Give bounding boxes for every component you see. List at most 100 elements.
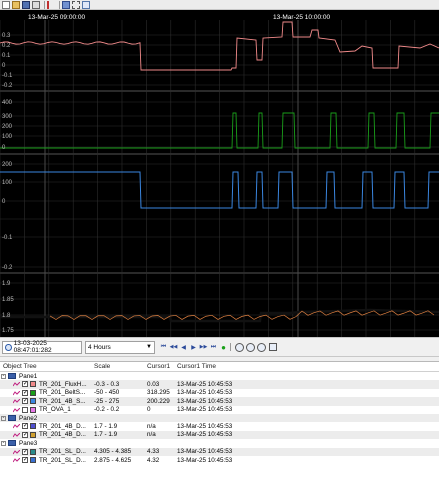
tree-tag-row[interactable]: ✓ TR_201_FluxH... -0.3 - 0.3 0.03 13-Mar-25 … <box>0 380 439 389</box>
zoom-in-icon[interactable] <box>235 342 244 352</box>
tree-pane-row[interactable]: - Pane3 <box>0 439 439 447</box>
trend-chart[interactable]: 13-Mar-25 09:00:00 13-Mar-25 10:00:00 0.… <box>0 10 439 337</box>
color-swatch[interactable] <box>30 448 36 455</box>
color-swatch[interactable] <box>30 381 36 388</box>
tag-cursor-value: 0 <box>147 406 151 414</box>
print-icon[interactable] <box>32 0 40 9</box>
color-swatch[interactable] <box>30 423 36 430</box>
tree-pane-row[interactable]: - Pane2 <box>0 413 439 423</box>
visibility-checkbox[interactable]: ✓ <box>22 431 29 438</box>
cursor-icon[interactable] <box>47 0 55 9</box>
new-file-icon[interactable] <box>2 0 10 9</box>
tree-tag-row[interactable]: ✓ TR_201_SL_D... 2.875 - 4.625 4.32 13-Mar-2… <box>0 456 439 464</box>
tag-scale: 1.7 - 1.9 <box>94 431 118 439</box>
pane3-y-label: 0 <box>2 199 6 205</box>
pane4-y-label: 1.8 <box>2 313 11 319</box>
pane4-y-label: 1.75 <box>2 328 14 334</box>
tag-cursor-time: 13-Mar-25 10:45:53 <box>177 406 233 414</box>
visibility-checkbox[interactable]: ✓ <box>22 389 29 396</box>
nav-next-fast-button[interactable]: ▶▶ <box>199 344 208 350</box>
pane2-y-label: 100 <box>2 134 13 140</box>
tag-scale: -25 - 275 <box>94 397 120 405</box>
pane1-y-label: -0.1 <box>2 73 13 79</box>
open-folder-icon[interactable] <box>12 0 20 9</box>
tag-name: TR_201_FluxH... <box>39 381 87 389</box>
nav-prev-button[interactable]: ◀ <box>181 344 186 351</box>
color-swatch[interactable] <box>30 389 36 396</box>
trace-layer <box>0 21 439 323</box>
trend-line-icon <box>13 449 20 454</box>
pane1-y-label: 0.2 <box>2 43 11 49</box>
tree-pane-row[interactable]: - Pane1 <box>0 372 439 380</box>
header-cursor1[interactable]: Cursor1 <box>147 363 171 370</box>
pane3-y-label: -0.2 <box>2 265 13 271</box>
tag-scale: -50 - 450 <box>94 389 120 397</box>
zoom-out-icon[interactable] <box>246 342 255 352</box>
tree-tag-row[interactable]: ✓ TR_201_BeltS... -50 - 450 318.295 13-Mar-2… <box>0 389 439 397</box>
tag-name: TR_201_SL_D... <box>39 448 86 456</box>
start-time-field[interactable]: 13-03-2025 08:47:01:282 <box>2 340 82 354</box>
sl2-series-line <box>49 310 435 320</box>
color-swatch[interactable] <box>30 456 36 463</box>
tag-cursor-value: n/a <box>147 431 156 439</box>
pane4-y-label: 1.9 <box>2 281 11 287</box>
pane1-y-label: -0.2 <box>2 83 13 89</box>
pane-icon <box>8 373 16 379</box>
go-live-button[interactable]: ● <box>221 342 226 352</box>
color-swatch[interactable] <box>30 398 36 405</box>
color-swatch[interactable] <box>30 431 36 438</box>
header-object-tree[interactable]: Object Tree <box>3 363 37 370</box>
4b-series-line <box>0 171 439 209</box>
toolbar-separator <box>44 0 45 9</box>
properties-icon[interactable] <box>82 0 90 9</box>
collapse-toggle-icon[interactable]: - <box>1 414 6 421</box>
tree-tag-row[interactable]: ✓ TR_201_4B_S... -25 - 275 200.229 13-Mar-25… <box>0 397 439 406</box>
collapse-toggle-icon[interactable]: - <box>1 373 6 379</box>
time-controls-bar: 13-03-2025 08:47:01:282 4 Hours ▼ ⏮ ◀◀ ◀… <box>0 337 439 357</box>
time-range-select[interactable]: 4 Hours ▼ <box>85 340 155 354</box>
tag-cursor-value: n/a <box>147 423 156 431</box>
tree-tag-row[interactable]: ✓ TR_201_SL_D... 4.305 - 4.385 4.33 13-Mar-2… <box>0 447 439 456</box>
split-icon[interactable] <box>72 0 80 9</box>
visibility-checkbox[interactable] <box>22 406 28 413</box>
nav-next-button[interactable]: ▶ <box>191 344 196 351</box>
header-scale[interactable]: Scale <box>94 363 111 370</box>
fit-view-icon[interactable] <box>269 343 277 351</box>
tree-tag-row[interactable]: TR_OVA_1 -0.2 - 0.2 0 13-Mar-25 10:45:53 <box>0 406 439 414</box>
pane3-y-label: 100 <box>2 180 13 186</box>
panes-icon[interactable] <box>62 0 70 9</box>
splitter[interactable] <box>0 357 439 361</box>
pane4-y-label: 1.85 <box>2 297 14 303</box>
visibility-checkbox[interactable]: ✓ <box>22 381 29 388</box>
tree-tag-row[interactable]: ✓ TR_201_4B_D... 1.7 - 1.9 n/a 13-Mar-25 10:… <box>0 430 439 440</box>
tag-scale: 2.875 - 4.625 <box>94 456 132 464</box>
zoom-reset-icon[interactable] <box>257 342 266 352</box>
tag-cursor-time: 13-Mar-25 10:45:53 <box>177 431 233 439</box>
nav-prev-fast-button[interactable]: ◀◀ <box>169 344 178 350</box>
nav-first-button[interactable]: ⏮ <box>160 343 167 350</box>
sl1-series-line <box>0 308 439 323</box>
tag-cursor-time: 13-Mar-25 10:45:53 <box>177 448 233 456</box>
tag-cursor-time: 13-Mar-25 10:45:53 <box>177 389 233 397</box>
pane1-y-label: 0.3 <box>2 33 11 39</box>
pane-label: Pane3 <box>19 439 38 447</box>
collapse-toggle-icon[interactable]: - <box>1 440 6 447</box>
header-cursor1-time[interactable]: Cursor1 Time <box>177 363 217 370</box>
visibility-checkbox[interactable]: ✓ <box>22 398 29 405</box>
visibility-checkbox[interactable]: ✓ <box>22 423 29 430</box>
clock-icon <box>5 343 12 351</box>
tag-cursor-value: 318.295 <box>147 389 170 397</box>
tag-cursor-time: 13-Mar-25 10:45:53 <box>177 397 233 405</box>
tree-tag-row[interactable]: ✓ TR_201_4B_D... 1.7 - 1.9 n/a 13-Mar-25 10:… <box>0 422 439 430</box>
visibility-checkbox[interactable]: ✓ <box>22 448 29 455</box>
tag-scale: 4.305 - 4.385 <box>94 448 132 456</box>
tag-scale: -0.3 - 0.3 <box>94 381 120 389</box>
trend-line-icon <box>13 390 20 396</box>
color-swatch[interactable] <box>30 406 36 413</box>
nav-last-button[interactable]: ⏭ <box>210 343 217 350</box>
visibility-checkbox[interactable]: ✓ <box>22 456 29 463</box>
trend-chart-area[interactable]: 13-Mar-25 09:00:00 13-Mar-25 10:00:00 0.… <box>0 10 439 337</box>
save-icon[interactable] <box>22 0 30 9</box>
tag-scale: 1.7 - 1.9 <box>94 423 118 431</box>
